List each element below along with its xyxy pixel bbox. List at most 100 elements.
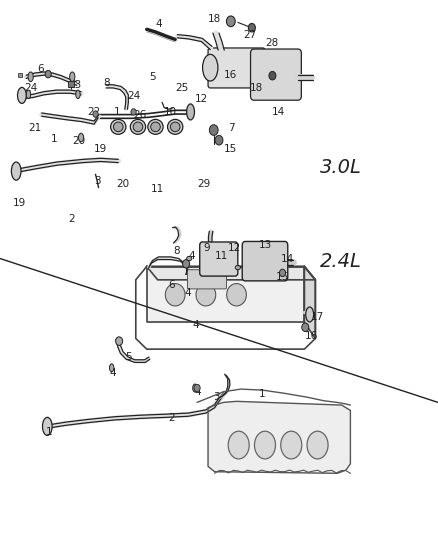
Text: 3.0L: 3.0L (320, 158, 362, 177)
Text: 7: 7 (228, 123, 234, 133)
Circle shape (302, 323, 309, 332)
Text: 19: 19 (13, 198, 26, 207)
Text: 18: 18 (208, 14, 221, 23)
Text: 8: 8 (173, 246, 180, 255)
Polygon shape (208, 401, 350, 473)
Ellipse shape (76, 90, 80, 99)
FancyBboxPatch shape (251, 49, 301, 100)
Ellipse shape (110, 119, 126, 134)
Circle shape (209, 125, 218, 135)
Text: 1: 1 (114, 107, 120, 117)
Text: 2: 2 (169, 414, 175, 423)
Circle shape (226, 16, 235, 27)
Text: 4: 4 (193, 320, 199, 330)
Ellipse shape (168, 119, 183, 134)
FancyBboxPatch shape (187, 270, 226, 289)
Text: 12: 12 (195, 94, 208, 103)
Ellipse shape (148, 119, 163, 134)
Ellipse shape (11, 162, 21, 180)
Ellipse shape (42, 417, 52, 435)
Ellipse shape (235, 265, 240, 270)
Text: 5: 5 (125, 352, 131, 362)
FancyBboxPatch shape (208, 48, 265, 88)
Text: 6: 6 (169, 280, 175, 290)
FancyBboxPatch shape (200, 242, 238, 276)
Polygon shape (147, 266, 304, 322)
Text: 6: 6 (37, 64, 44, 74)
Ellipse shape (228, 431, 249, 459)
Text: 23: 23 (68, 80, 81, 90)
Ellipse shape (202, 54, 218, 81)
Ellipse shape (133, 122, 143, 132)
Text: 1: 1 (258, 390, 265, 399)
Ellipse shape (254, 431, 276, 459)
Bar (18, 73, 22, 77)
Text: 17: 17 (311, 312, 324, 322)
Text: 24: 24 (24, 83, 37, 93)
Text: 21: 21 (28, 123, 42, 133)
Circle shape (279, 269, 286, 277)
Ellipse shape (166, 284, 185, 306)
Ellipse shape (28, 72, 33, 82)
Ellipse shape (187, 256, 192, 261)
Text: 15: 15 (276, 272, 289, 282)
Text: 11: 11 (215, 251, 228, 261)
Circle shape (116, 337, 123, 345)
Ellipse shape (70, 72, 75, 82)
Ellipse shape (18, 87, 26, 103)
Text: 15: 15 (223, 144, 237, 154)
Text: 12: 12 (228, 243, 241, 253)
Text: 20: 20 (116, 179, 129, 189)
Text: 3: 3 (94, 176, 101, 186)
Circle shape (269, 71, 276, 80)
Text: 16: 16 (304, 331, 318, 341)
Text: 24: 24 (127, 91, 140, 101)
Text: 16: 16 (223, 70, 237, 79)
Text: 22: 22 (88, 107, 101, 117)
Ellipse shape (187, 104, 194, 120)
Circle shape (194, 384, 200, 392)
Ellipse shape (131, 119, 145, 134)
Ellipse shape (113, 122, 123, 132)
Text: 25: 25 (175, 83, 188, 93)
Text: 20: 20 (72, 136, 85, 146)
Ellipse shape (306, 307, 314, 322)
Text: 3: 3 (213, 392, 220, 402)
Ellipse shape (196, 284, 215, 306)
Circle shape (93, 111, 98, 117)
Circle shape (45, 70, 51, 78)
Text: 4: 4 (110, 368, 116, 378)
Ellipse shape (110, 364, 114, 372)
Text: 14: 14 (272, 107, 285, 117)
Text: 5: 5 (149, 72, 155, 82)
Ellipse shape (307, 431, 328, 459)
Ellipse shape (170, 122, 180, 132)
Text: 10: 10 (164, 107, 177, 117)
Ellipse shape (78, 133, 84, 142)
Text: 28: 28 (265, 38, 278, 47)
Ellipse shape (193, 384, 197, 392)
Text: 4: 4 (195, 387, 201, 397)
Text: 2: 2 (68, 214, 74, 223)
Text: 26: 26 (134, 110, 147, 119)
Bar (68, 81, 74, 87)
Polygon shape (304, 266, 315, 338)
Text: 4: 4 (155, 19, 162, 29)
Text: 18: 18 (250, 83, 263, 93)
Ellipse shape (151, 122, 160, 132)
Circle shape (215, 135, 223, 145)
Text: 8: 8 (103, 78, 110, 87)
Text: 2.4L: 2.4L (320, 252, 362, 271)
Text: 1: 1 (46, 427, 53, 437)
Circle shape (183, 260, 190, 268)
Text: 4: 4 (188, 251, 195, 261)
Text: 1: 1 (50, 134, 57, 143)
Text: 27: 27 (243, 30, 256, 39)
FancyBboxPatch shape (242, 241, 288, 281)
Text: 13: 13 (258, 240, 272, 250)
Text: 11: 11 (151, 184, 164, 194)
Text: 19: 19 (94, 144, 107, 154)
Text: 7: 7 (182, 267, 188, 277)
Ellipse shape (281, 431, 302, 459)
Circle shape (248, 23, 255, 32)
